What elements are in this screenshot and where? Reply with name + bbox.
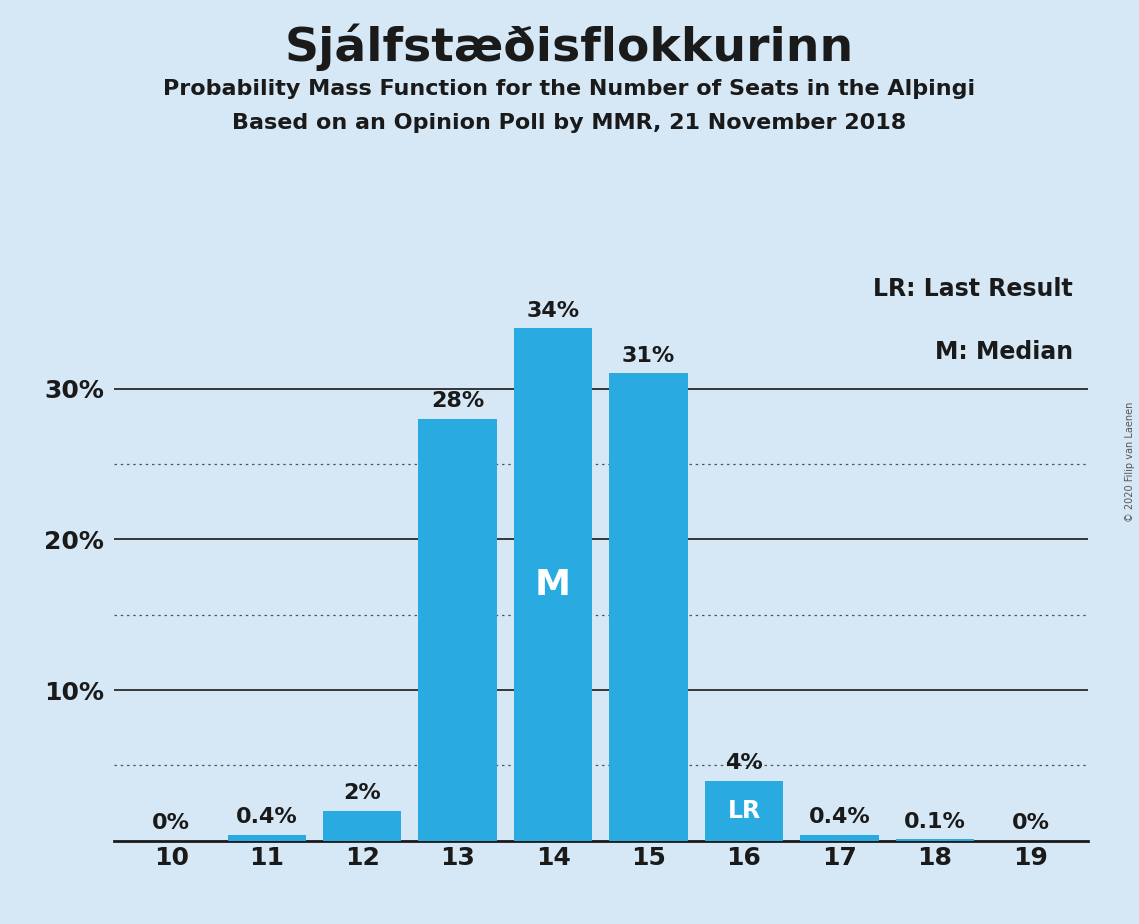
Text: 0.4%: 0.4% [236,808,297,827]
Text: M: M [535,567,571,602]
Text: Probability Mass Function for the Number of Seats in the Alþingi: Probability Mass Function for the Number… [163,79,976,99]
Text: 2%: 2% [343,784,382,803]
Bar [228,834,305,841]
Text: 31%: 31% [622,346,675,366]
Bar [514,328,592,841]
Text: Based on an Opinion Poll by MMR, 21 November 2018: Based on an Opinion Poll by MMR, 21 Nove… [232,113,907,133]
Text: LR: Last Result: LR: Last Result [874,276,1073,300]
Text: 4%: 4% [726,753,763,773]
Text: 34%: 34% [526,300,580,321]
Bar [609,373,688,841]
Text: 0%: 0% [1011,813,1049,833]
Bar [801,834,878,841]
Bar [323,810,401,841]
Bar [418,419,497,841]
Text: 28%: 28% [431,391,484,411]
Bar [896,839,974,841]
Bar [705,781,784,841]
Text: Sjálfstæðisflokkurinn: Sjálfstæðisflokkurinn [285,23,854,70]
Text: © 2020 Filip van Laenen: © 2020 Filip van Laenen [1125,402,1134,522]
Text: 0.1%: 0.1% [904,812,966,832]
Text: 0.4%: 0.4% [809,808,870,827]
Text: LR: LR [728,798,761,822]
Text: 0%: 0% [153,813,190,833]
Text: M: Median: M: Median [935,340,1073,363]
